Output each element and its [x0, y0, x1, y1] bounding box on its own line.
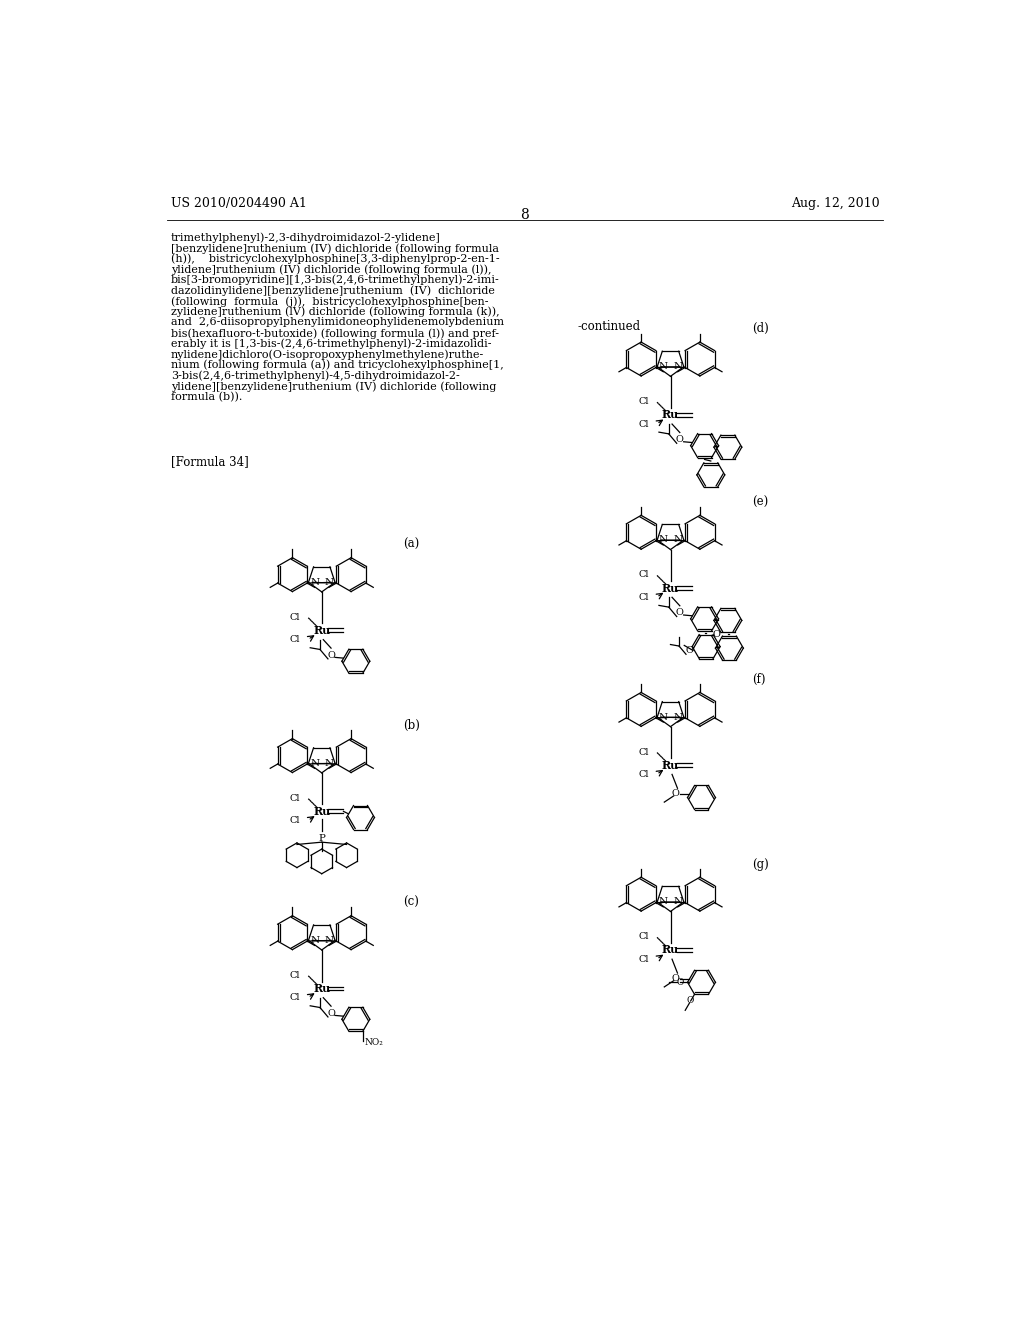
Text: O: O	[685, 645, 693, 655]
Text: Ru: Ru	[313, 805, 331, 817]
Text: P: P	[318, 834, 326, 842]
Text: N: N	[325, 578, 334, 587]
Text: (following  formula  (j)),  bistricyclohexylphosphine[ben-: (following formula (j)), bistricyclohexy…	[171, 296, 488, 306]
Text: 8: 8	[520, 209, 529, 223]
Text: erably it is [1,3-bis-(2,4,6-trimethylphenyl)-2-imidazolidi-: erably it is [1,3-bis-(2,4,6-trimethylph…	[171, 339, 492, 350]
Text: N: N	[325, 759, 334, 768]
Text: N: N	[673, 713, 682, 722]
Text: zylidene]ruthenium (lV) dichloride (following formula (k)),: zylidene]ruthenium (lV) dichloride (foll…	[171, 306, 500, 317]
Text: Cl: Cl	[290, 993, 300, 1002]
Text: Cl: Cl	[638, 954, 649, 964]
Text: Cl: Cl	[638, 420, 649, 429]
Text: NO₂: NO₂	[365, 1039, 383, 1047]
Text: Ru: Ru	[313, 624, 331, 636]
Text: O: O	[676, 978, 683, 987]
Text: Cl: Cl	[290, 793, 300, 803]
Text: N: N	[673, 362, 682, 371]
Text: (f): (f)	[752, 673, 765, 686]
Text: Cl: Cl	[638, 593, 649, 602]
Text: O: O	[676, 436, 684, 444]
Text: ylidene]ruthenium (IV) dichloride (following formula (l)),: ylidene]ruthenium (IV) dichloride (follo…	[171, 264, 492, 275]
Text: N: N	[325, 936, 334, 945]
Text: Cl: Cl	[638, 932, 649, 941]
Text: nylidene]dichloro(O-isopropoxyphenylmethylene)ruthe-: nylidene]dichloro(O-isopropoxyphenylmeth…	[171, 350, 484, 360]
Text: 3-bis(2,4,6-trimethylphenyl)-4,5-dihydroimidazol-2-: 3-bis(2,4,6-trimethylphenyl)-4,5-dihydro…	[171, 371, 460, 381]
Text: N: N	[673, 898, 682, 907]
Text: Ru: Ru	[662, 945, 679, 956]
Text: Ru: Ru	[313, 983, 331, 994]
Text: bis[3-bromopyridine][1,3-bis(2,4,6-trimethylphenyl)-2-imi-: bis[3-bromopyridine][1,3-bis(2,4,6-trime…	[171, 275, 500, 285]
Text: (e): (e)	[752, 496, 768, 508]
Text: Cl: Cl	[638, 397, 649, 407]
Text: O: O	[327, 651, 335, 660]
Text: [benzylidene]ruthenium (IV) dichloride (following formula: [benzylidene]ruthenium (IV) dichloride (…	[171, 243, 499, 253]
Text: N: N	[658, 362, 668, 371]
Text: (g): (g)	[752, 858, 769, 871]
Text: trimethylphenyl)-2,3-dihydroimidazol-2-ylidene]: trimethylphenyl)-2,3-dihydroimidazol-2-y…	[171, 232, 440, 243]
Text: N: N	[310, 936, 319, 945]
Text: [Formula 34]: [Formula 34]	[171, 455, 249, 467]
Text: and  2,6-diisopropylphenylimidoneophylidenemolybdenium: and 2,6-diisopropylphenylimidoneophylide…	[171, 317, 504, 327]
Text: N: N	[658, 536, 668, 544]
Text: N: N	[673, 536, 682, 544]
Text: O: O	[676, 609, 684, 618]
Text: O: O	[672, 974, 680, 983]
Text: O: O	[672, 789, 680, 799]
Text: O: O	[687, 997, 694, 1006]
Text: (d): (d)	[752, 322, 769, 335]
Text: N: N	[658, 713, 668, 722]
Text: Ru: Ru	[662, 409, 679, 420]
Text: Aug. 12, 2010: Aug. 12, 2010	[792, 197, 880, 210]
Text: Cl: Cl	[290, 816, 300, 825]
Text: Ru: Ru	[662, 582, 679, 594]
Text: O: O	[713, 630, 720, 639]
Text: N: N	[658, 898, 668, 907]
Text: bis(hexafluoro-t-butoxide) (following formula (l)) and pref-: bis(hexafluoro-t-butoxide) (following fo…	[171, 327, 499, 338]
Text: (h)),    bistricyclohexylphosphine[3,3-diphenylprop-2-en-1-: (h)), bistricyclohexylphosphine[3,3-diph…	[171, 253, 500, 264]
Text: Cl: Cl	[290, 972, 300, 979]
Text: -continued: -continued	[578, 321, 641, 333]
Text: dazolidinylidene][benzylidene]ruthenium  (IV)  dichloride: dazolidinylidene][benzylidene]ruthenium …	[171, 285, 495, 296]
Text: N: N	[310, 578, 319, 587]
Text: ylidene][benzylidene]ruthenium (IV) dichloride (following: ylidene][benzylidene]ruthenium (IV) dich…	[171, 381, 496, 392]
Text: Cl: Cl	[290, 612, 300, 622]
Text: Cl: Cl	[638, 747, 649, 756]
Text: Ru: Ru	[662, 759, 679, 771]
Text: Cl: Cl	[638, 770, 649, 779]
Text: Cl: Cl	[290, 635, 300, 644]
Text: US 2010/0204490 A1: US 2010/0204490 A1	[171, 197, 306, 210]
Text: formula (b)).: formula (b)).	[171, 392, 242, 403]
Text: (c): (c)	[403, 896, 419, 909]
Text: Cl: Cl	[638, 570, 649, 579]
Text: nium (following formula (a)) and tricyclohexylphosphine[1,: nium (following formula (a)) and tricycl…	[171, 360, 504, 371]
Text: O: O	[327, 1008, 335, 1018]
Text: (a): (a)	[403, 539, 420, 550]
Text: N: N	[310, 759, 319, 768]
Text: (b): (b)	[403, 719, 420, 733]
